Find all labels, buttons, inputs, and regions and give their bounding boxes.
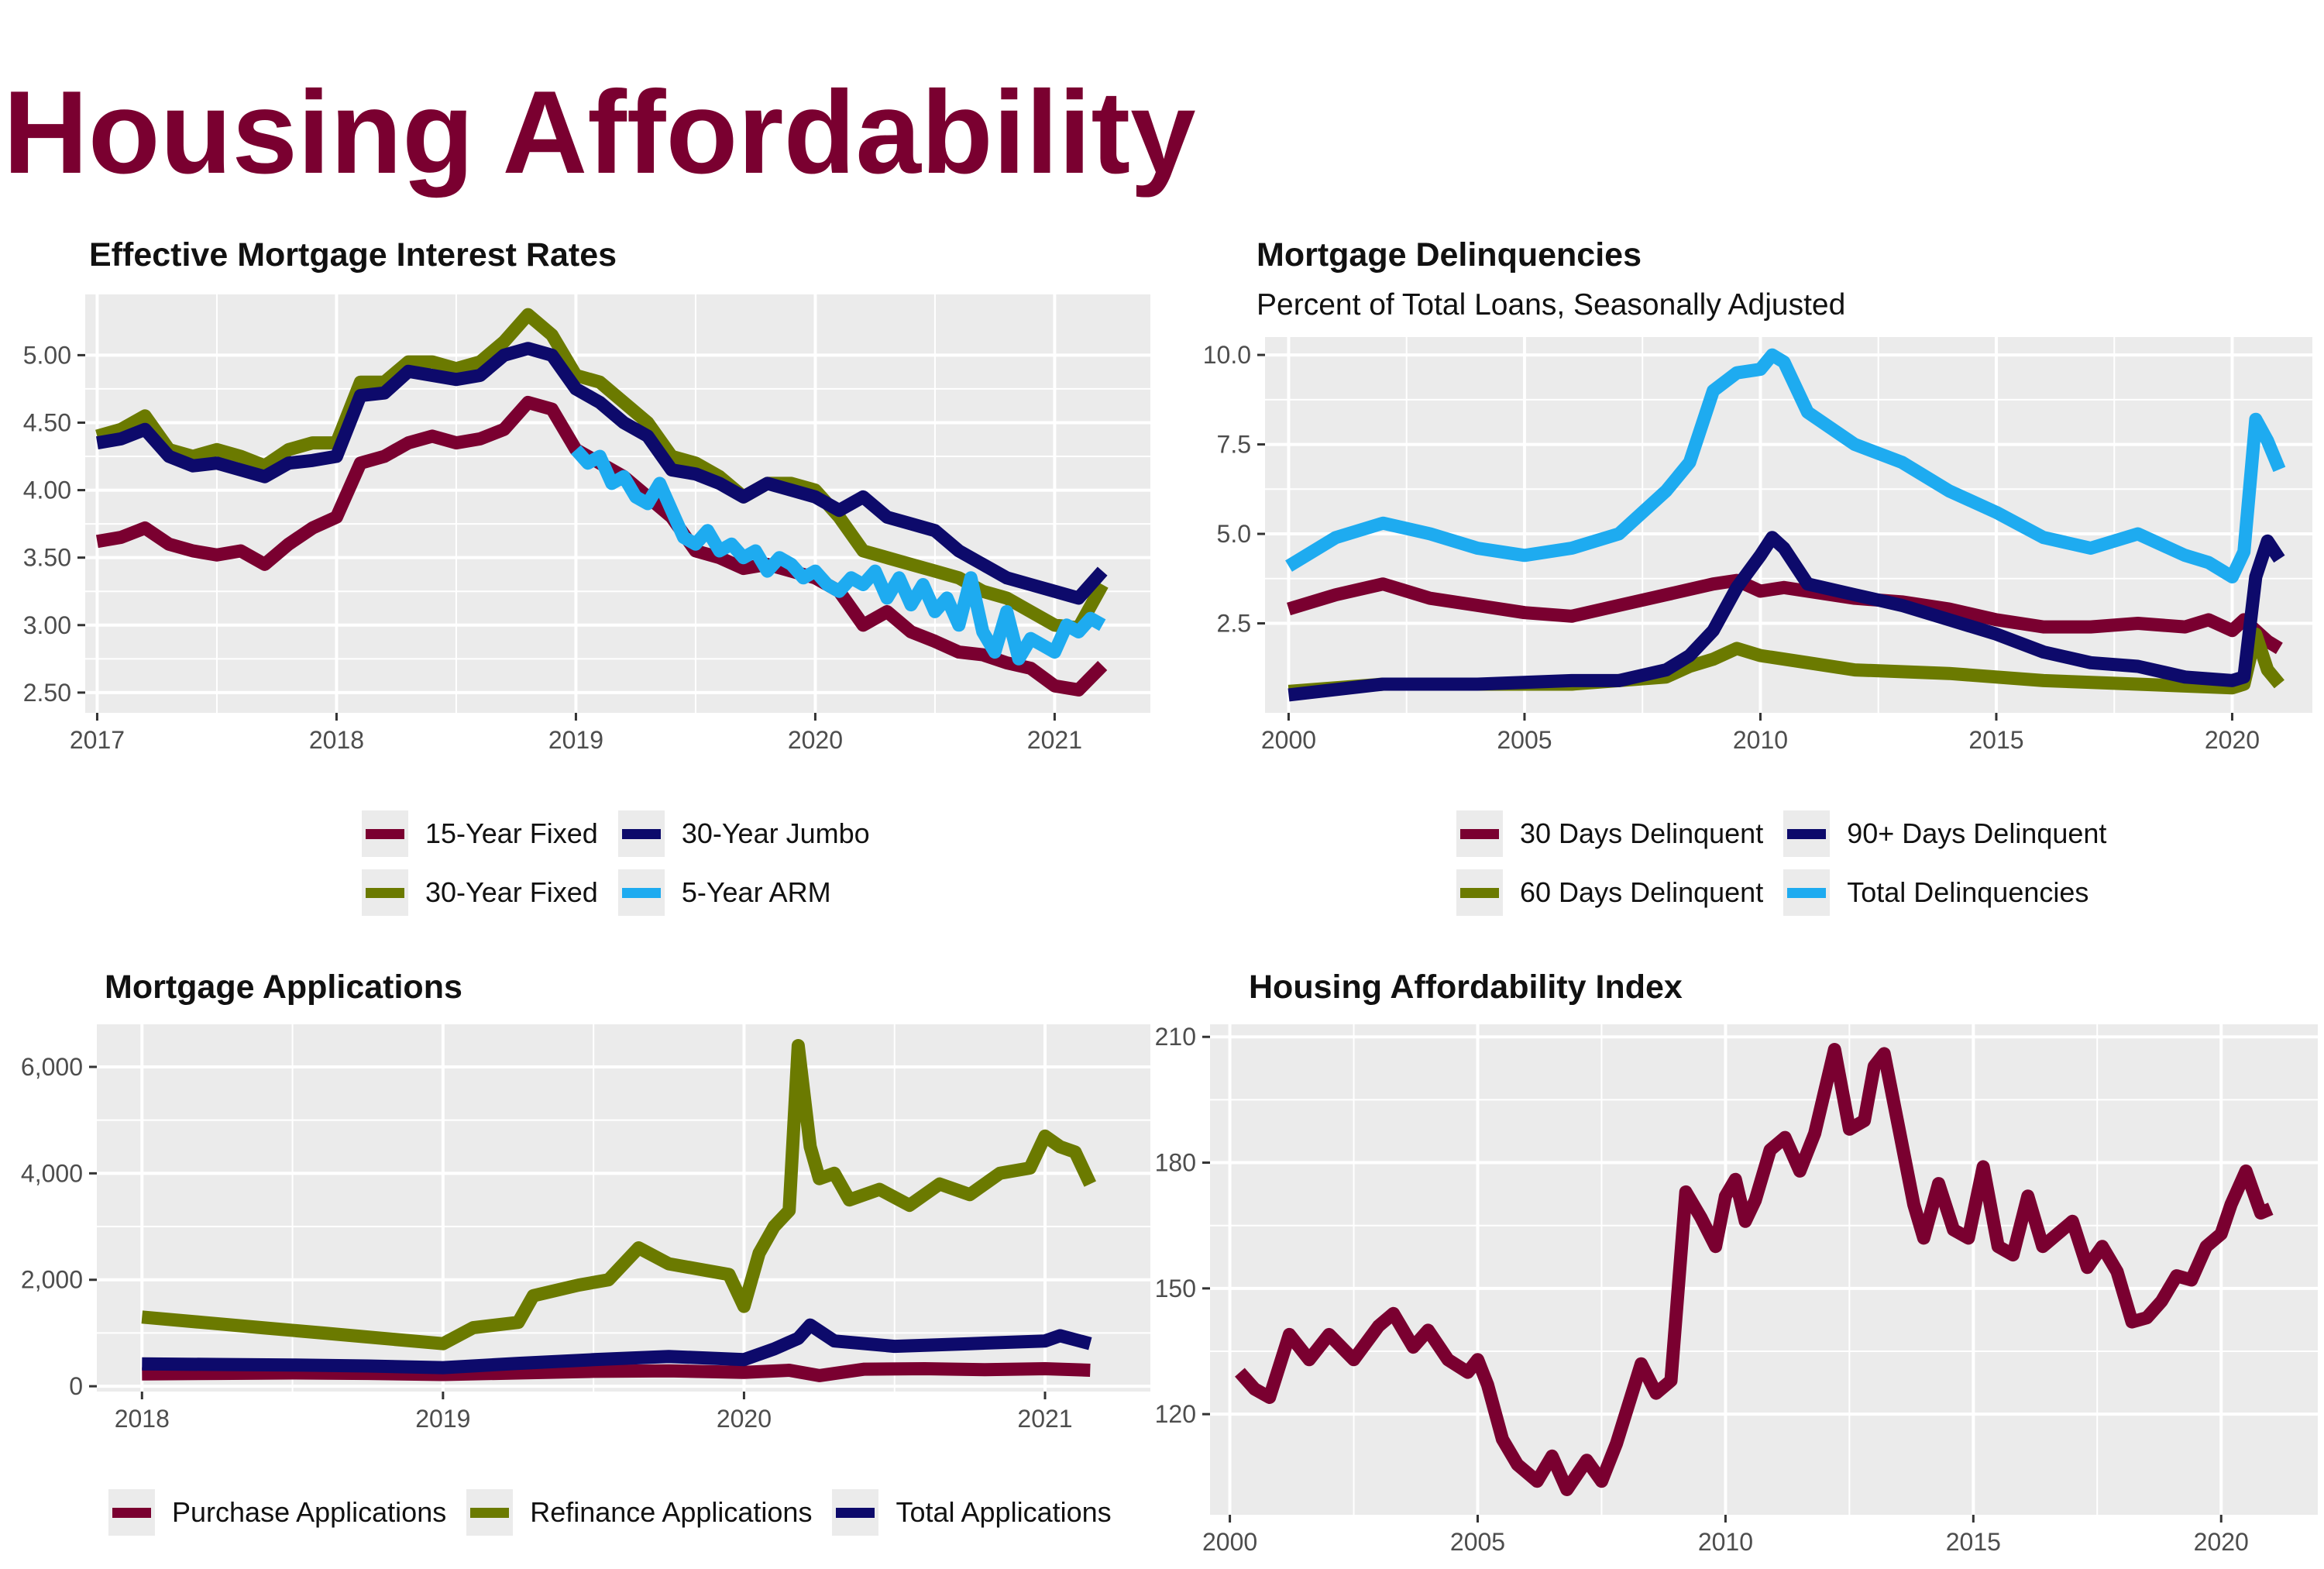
delinquencies-legend: 30 Days Delinquent 90+ Days Delinquent 60 …: [1456, 810, 2106, 916]
rates-chart-title: Effective Mortgage Interest Rates: [89, 236, 617, 274]
legend-key: [1456, 869, 1503, 916]
legend-key: [832, 1489, 879, 1536]
delinquencies-chart-title: Mortgage Delinquencies: [1257, 236, 1642, 274]
y-tick-label: 3.00: [23, 611, 71, 639]
legend-label: 15-Year Fixed: [425, 817, 598, 849]
y-tick-label: 0: [69, 1372, 83, 1400]
x-tick-label: 2005: [1450, 1528, 1505, 1556]
legend-key: [1456, 810, 1503, 857]
x-tick-label: 2020: [2194, 1528, 2249, 1556]
series-line-5-year-arm: [571, 445, 1106, 666]
y-tick-label: 10.0: [1203, 341, 1251, 369]
y-tick-label: 2,000: [21, 1266, 83, 1294]
x-tick-label: 2000: [1202, 1528, 1257, 1556]
x-tick-label: 2015: [1968, 726, 2023, 754]
x-tick-label: 2010: [1698, 1528, 1753, 1556]
legend-label: 30-Year Fixed: [425, 876, 598, 908]
x-tick-label: 2021: [1027, 726, 1082, 754]
legend-label: Total Applications: [896, 1496, 1112, 1528]
legend-item-60-days-delinquent: 60 Days Delinquent: [1456, 869, 1763, 916]
y-tick-label: 3.50: [23, 544, 71, 572]
y-tick-label: 4.00: [23, 477, 71, 504]
legend-label: Total Delinquencies: [1847, 876, 2089, 908]
legend-label: Refinance Applications: [530, 1496, 813, 1528]
y-tick-label: 4,000: [21, 1159, 83, 1187]
x-tick-label: 2015: [1946, 1528, 2001, 1556]
y-tick-label: 2.50: [23, 679, 71, 707]
legend-key: [362, 810, 408, 857]
y-tick-label: 5.0: [1217, 520, 1251, 548]
legend-key: [108, 1489, 155, 1536]
legend-item-refinance-applications: Refinance Applications: [466, 1489, 812, 1536]
x-tick-label: 2020: [788, 726, 843, 754]
y-tick-label: 2.5: [1217, 610, 1251, 638]
legend-item-total-delinquencies: Total Delinquencies: [1783, 869, 2106, 916]
legend-item-5-year-arm: 5-Year ARM: [617, 869, 870, 916]
x-tick-label: 2019: [548, 726, 603, 754]
legend-item-90-days-delinquent: 90+ Days Delinquent: [1783, 810, 2106, 857]
y-tick-label: 210: [1155, 1023, 1196, 1051]
series-line-total-applications: [142, 1318, 1092, 1375]
y-tick-label: 4.50: [23, 408, 71, 436]
legend-key: [617, 810, 665, 857]
y-tick-label: 150: [1155, 1275, 1196, 1302]
legend-label: 90+ Days Delinquent: [1847, 817, 2107, 849]
y-tick-label: 5.00: [23, 341, 71, 369]
y-tick-label: 120: [1155, 1400, 1196, 1428]
legend-item-30-days-delinquent: 30 Days Delinquent: [1456, 810, 1763, 857]
affordability-chart-title: Housing Affordability Index: [1249, 969, 1683, 1006]
legend-item-total-applications: Total Applications: [832, 1489, 1112, 1536]
y-tick-label: 6,000: [21, 1053, 83, 1081]
series-line-30-year-fixed: [95, 308, 1109, 635]
legend-key: [1783, 810, 1831, 857]
x-tick-label: 2010: [1733, 726, 1788, 754]
page-title: Housing Affordability: [3, 67, 1196, 198]
x-tick-label: 2000: [1261, 726, 1316, 754]
legend-label: Purchase Applications: [172, 1496, 447, 1528]
rates-line-chart: 2017 2018 2019 2020 2021 2.50 3.00 3.50 4.00 4.50…: [23, 294, 1150, 754]
rates-legend: 15-Year Fixed 30-Year Jumbo 30-Year Fixed 5…: [362, 810, 870, 916]
applications-chart-title: Mortgage Applications: [105, 969, 462, 1006]
y-tick-label: 180: [1155, 1149, 1196, 1177]
plot-background: [1210, 1024, 2318, 1515]
x-tick-label: 2021: [1017, 1405, 1072, 1433]
legend-label: 30 Days Delinquent: [1520, 817, 1764, 849]
series-line-index-0: [1235, 1043, 2274, 1496]
series-line-90-days-delinquent: [1287, 531, 2285, 702]
x-tick-label: 2018: [115, 1405, 170, 1433]
legend-key: [1783, 869, 1831, 916]
legend-key: [617, 869, 665, 916]
applications-legend: Purchase Applications Refinance Applicati…: [108, 1489, 1112, 1536]
legend-label: 5-Year ARM: [681, 876, 831, 908]
x-tick-label: 2019: [415, 1405, 470, 1433]
affordability-line-chart: 2000 2005 2010 2015 2020 120 150 180 210: [1155, 1023, 2318, 1556]
legend-label: 30-Year Jumbo: [681, 817, 870, 849]
legend-item-purchase-applications: Purchase Applications: [108, 1489, 446, 1536]
x-tick-label: 2017: [70, 726, 125, 754]
x-tick-label: 2005: [1497, 726, 1552, 754]
legend-label: 60 Days Delinquent: [1520, 876, 1764, 908]
plot-background: [85, 294, 1150, 713]
x-tick-label: 2020: [717, 1405, 772, 1433]
legend-key: [362, 869, 408, 916]
series-line-total-delinquencies: [1285, 348, 2286, 583]
legend-item-30-year-jumbo: 30-Year Jumbo: [617, 810, 870, 857]
delinquencies-line-chart: 2000 2005 2010 2015 2020 2.5 5.0 7.5 10.0: [1203, 337, 2312, 754]
x-tick-label: 2020: [2205, 726, 2260, 754]
legend-item-30-year-fixed: 30-Year Fixed: [362, 869, 598, 916]
x-tick-label: 2018: [309, 726, 364, 754]
series-line-purchase-applications: [142, 1362, 1091, 1382]
legend-item-15-year-fixed: 15-Year Fixed: [362, 810, 598, 857]
legend-key: [466, 1489, 514, 1536]
delinquencies-chart-subtitle: Percent of Total Loans, Seasonally Adjus…: [1257, 288, 1846, 322]
series-line-refinance-applications: [141, 1039, 1096, 1351]
y-tick-label: 7.5: [1217, 431, 1251, 459]
series-line-30-year-jumbo: [95, 342, 1108, 605]
applications-line-chart: 2018 2019 2020 2021 0 2,000 4,000 6,000: [21, 1024, 1150, 1433]
